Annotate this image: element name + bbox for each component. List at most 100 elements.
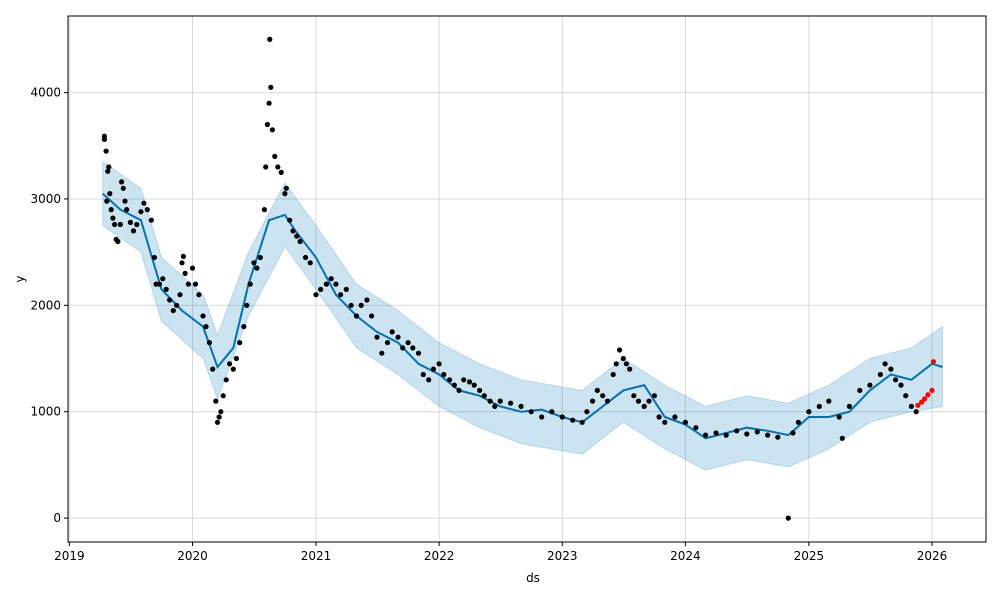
x-tick-label: 2023 — [547, 549, 578, 563]
data-point — [379, 350, 385, 356]
data-point — [426, 377, 432, 383]
data-point — [263, 164, 269, 170]
data-point — [882, 361, 888, 367]
data-point — [358, 302, 364, 308]
data-point — [237, 340, 243, 346]
data-point — [682, 419, 689, 425]
data-point — [549, 409, 555, 415]
data-point — [203, 324, 209, 330]
data-point — [846, 403, 853, 409]
data-point — [223, 377, 229, 383]
data-point — [138, 209, 144, 215]
data-point — [441, 371, 447, 378]
data-point — [436, 361, 442, 367]
data-point — [182, 270, 188, 276]
data-point — [179, 260, 185, 266]
x-tick-label: 2019 — [54, 549, 85, 563]
data-point — [518, 403, 524, 409]
data-point — [294, 233, 300, 239]
data-point — [210, 366, 216, 372]
data-point — [456, 387, 462, 393]
data-point — [405, 340, 411, 346]
recent-points — [915, 359, 937, 408]
data-point — [384, 340, 391, 346]
x-tick-label: 2024 — [670, 549, 701, 563]
forecast-line — [102, 192, 943, 440]
data-point — [617, 347, 623, 353]
data-point — [148, 217, 154, 223]
data-point — [244, 302, 250, 308]
data-point — [241, 324, 247, 330]
data-point — [104, 198, 110, 204]
data-point — [867, 382, 873, 388]
recent-data-point — [929, 387, 935, 393]
data-point — [775, 434, 781, 440]
data-point — [144, 207, 150, 213]
data-point — [127, 219, 133, 225]
data-point — [267, 36, 273, 43]
x-axis-ticks: 2019 2020 2021 2022 2023 2024 2025 2026 — [54, 542, 947, 563]
data-point — [213, 398, 219, 404]
data-point — [119, 179, 125, 185]
data-point — [264, 121, 270, 128]
data-point — [323, 281, 329, 287]
y-tick-label: 0 — [53, 511, 61, 525]
data-point — [120, 185, 126, 191]
x-tick-label: 2025 — [794, 549, 825, 563]
data-point — [302, 254, 309, 261]
uncertainty-band — [102, 160, 943, 471]
data-point — [713, 430, 719, 436]
data-point — [112, 221, 118, 228]
data-point — [400, 345, 406, 351]
grid — [68, 16, 986, 542]
data-point — [230, 366, 236, 372]
data-point — [124, 207, 130, 213]
data-point — [528, 409, 534, 415]
data-point — [105, 168, 111, 174]
data-point — [471, 382, 477, 388]
data-point — [269, 127, 275, 133]
data-point — [206, 340, 212, 346]
data-point — [790, 430, 796, 436]
data-point — [227, 361, 233, 367]
data-point — [275, 164, 281, 170]
data-point — [898, 382, 904, 388]
x-tick-label: 2020 — [177, 549, 208, 563]
data-point — [420, 371, 426, 378]
data-point — [734, 428, 740, 434]
y-tick-label: 3000 — [30, 192, 61, 206]
data-point — [613, 361, 619, 367]
data-point — [268, 84, 274, 90]
data-point — [584, 409, 590, 415]
data-point — [247, 281, 253, 287]
data-point — [703, 432, 709, 438]
data-point — [287, 217, 293, 223]
data-point — [108, 207, 114, 213]
data-point — [481, 393, 487, 399]
data-point — [107, 191, 113, 197]
data-point — [497, 398, 503, 404]
data-point — [651, 393, 658, 399]
data-point — [662, 419, 668, 425]
data-point — [156, 281, 162, 287]
data-point — [415, 350, 422, 356]
data-point — [134, 221, 140, 228]
data-point — [836, 414, 842, 420]
data-point — [590, 398, 596, 404]
data-point — [369, 313, 375, 319]
data-point — [579, 419, 585, 425]
data-point — [266, 100, 272, 106]
data-point — [115, 238, 121, 245]
data-point — [214, 419, 221, 425]
plot-background — [68, 16, 986, 542]
observed-points — [101, 36, 919, 521]
data-point — [466, 379, 473, 385]
data-point — [220, 393, 226, 399]
data-point — [908, 403, 915, 409]
data-point — [508, 400, 514, 406]
y-tick-label: 4000 — [30, 86, 61, 100]
data-point — [723, 432, 729, 438]
x-tick-label: 2021 — [301, 549, 332, 563]
data-point — [106, 164, 112, 170]
